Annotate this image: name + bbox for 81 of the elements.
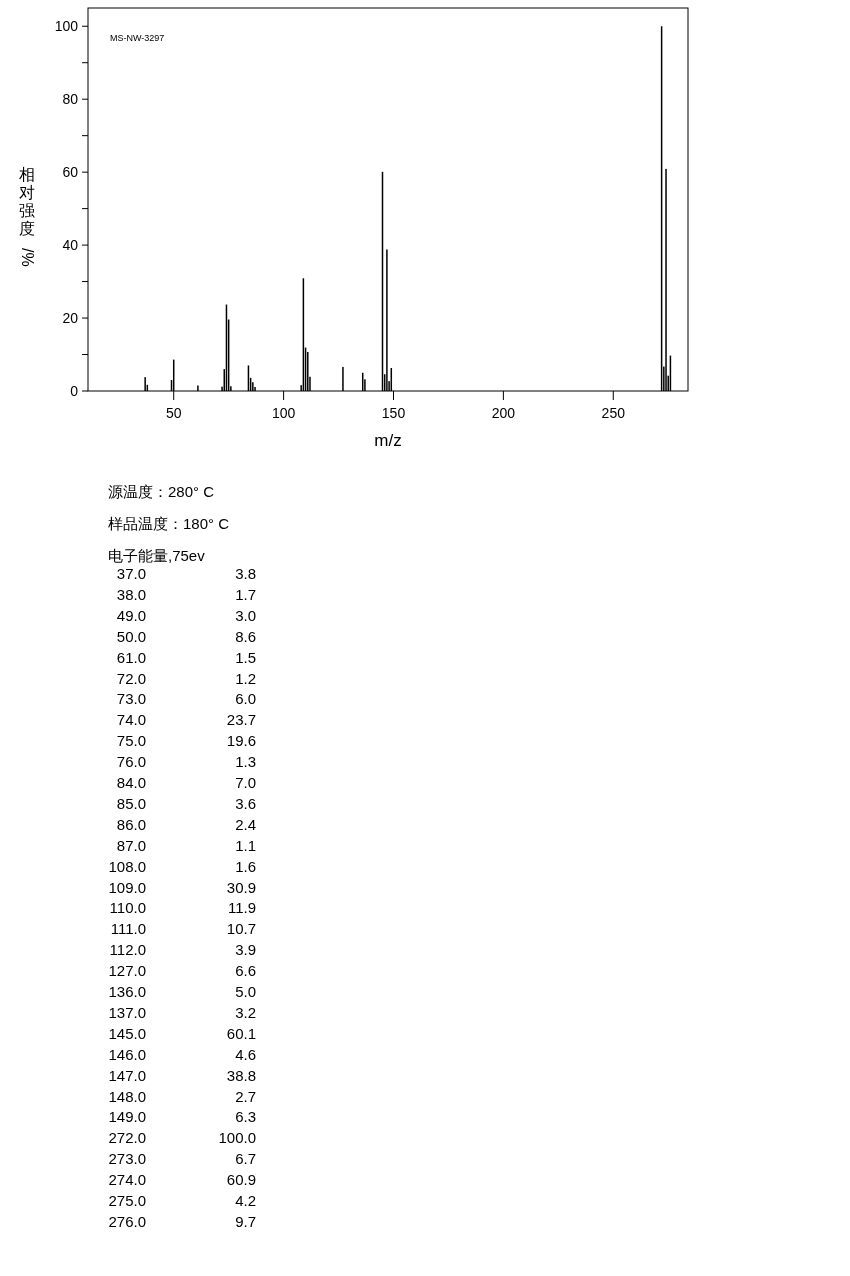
category-label: 274.0 bbox=[108, 1171, 146, 1189]
category-label: 87.0 bbox=[116, 836, 146, 854]
category-label: 146.0 bbox=[108, 1045, 146, 1063]
text: 3.8 bbox=[235, 565, 256, 582]
x-axis-title: m/z bbox=[374, 431, 402, 450]
text: 源温度：280° C bbox=[108, 483, 215, 500]
text: 1.2 bbox=[235, 669, 256, 687]
y-tick-label: 20 bbox=[62, 310, 79, 327]
text: 6.6 bbox=[235, 962, 256, 980]
category-label: 84.0 bbox=[116, 774, 146, 791]
category-label: 127.0 bbox=[108, 962, 146, 980]
text: 电子能量,75ev bbox=[108, 547, 206, 564]
category-label: 136.0 bbox=[108, 983, 146, 1000]
text: 9.7 bbox=[235, 1212, 256, 1230]
y-tick-label: 40 bbox=[62, 237, 79, 254]
text: 30.9 bbox=[226, 878, 256, 896]
text: 3.2 bbox=[235, 1003, 256, 1021]
text: 23.7 bbox=[226, 711, 256, 729]
category-label: 111.0 bbox=[110, 920, 146, 938]
text: 100.0 bbox=[218, 1129, 256, 1147]
x-tick-label: 250 bbox=[601, 405, 626, 421]
category-label: 108.0 bbox=[108, 857, 146, 875]
text: 1.3 bbox=[235, 753, 256, 771]
category-label: 147.0 bbox=[108, 1066, 146, 1084]
text: 38.8 bbox=[226, 1066, 256, 1084]
y-tick-label: 80 bbox=[62, 91, 79, 108]
annotation: MS-NW-3297 bbox=[110, 33, 165, 43]
text: 11.9 bbox=[227, 899, 256, 917]
x-tick-label: 50 bbox=[165, 405, 182, 421]
y-axis-title: 相对强度/% bbox=[19, 166, 36, 267]
text: 样品温度：180° C bbox=[108, 515, 230, 532]
text: 4.6 bbox=[235, 1045, 256, 1063]
category-label: 37.0 bbox=[116, 565, 146, 582]
category-label: 74.0 bbox=[116, 711, 146, 729]
category-label: 275.0 bbox=[108, 1192, 146, 1209]
text: 8.6 bbox=[235, 627, 256, 645]
category-label: 149.0 bbox=[108, 1108, 146, 1126]
text: 3.0 bbox=[235, 606, 256, 624]
y-tick-label: 0 bbox=[70, 383, 79, 399]
category-label: 61.0 bbox=[116, 648, 146, 666]
y-tick-label: 60 bbox=[62, 164, 79, 181]
category-label: 50.0 bbox=[116, 627, 146, 645]
category-label: 76.0 bbox=[116, 753, 146, 771]
text: 3.6 bbox=[235, 794, 256, 812]
text: 60.1 bbox=[226, 1024, 256, 1042]
category-label: 72.0 bbox=[116, 669, 146, 687]
category-label: 75.0 bbox=[116, 732, 146, 750]
category-label: 273.0 bbox=[108, 1150, 146, 1168]
category-label: 145.0 bbox=[108, 1024, 146, 1042]
text: 2.7 bbox=[235, 1087, 256, 1105]
text: 6.0 bbox=[235, 690, 256, 708]
category-label: 86.0 bbox=[116, 815, 146, 833]
text: 1.5 bbox=[235, 648, 256, 666]
y-tick-label: 100 bbox=[54, 18, 79, 35]
category-label: 276.0 bbox=[108, 1212, 146, 1230]
x-tick-label: 150 bbox=[381, 405, 406, 421]
category-label: 110.0 bbox=[109, 899, 146, 917]
text: 6.3 bbox=[235, 1108, 256, 1126]
text: 3.9 bbox=[235, 941, 256, 959]
text: 7.0 bbox=[235, 774, 256, 791]
text: 1.6 bbox=[235, 857, 256, 875]
category-label: 85.0 bbox=[116, 794, 146, 812]
category-label: 109.0 bbox=[108, 878, 146, 896]
text: 1.1 bbox=[235, 836, 256, 854]
text: 10.7 bbox=[226, 920, 256, 938]
text: 5.0 bbox=[235, 983, 256, 1000]
category-label: 137.0 bbox=[108, 1003, 146, 1021]
x-tick-label: 200 bbox=[491, 405, 516, 421]
text: 1.7 bbox=[235, 585, 256, 603]
category-label: 49.0 bbox=[116, 606, 146, 624]
text: 6.7 bbox=[235, 1150, 256, 1168]
category-label: 272.0 bbox=[108, 1129, 146, 1147]
category-label: 38.0 bbox=[116, 585, 146, 603]
x-tick-label: 100 bbox=[271, 405, 296, 421]
text: 19.6 bbox=[226, 732, 256, 750]
category-label: 73.0 bbox=[116, 690, 146, 708]
category-label: 112.0 bbox=[109, 941, 146, 959]
text: 4.2 bbox=[235, 1192, 256, 1209]
category-label: 148.0 bbox=[108, 1087, 146, 1105]
text: 2.4 bbox=[235, 815, 256, 833]
text: 60.9 bbox=[226, 1171, 256, 1189]
